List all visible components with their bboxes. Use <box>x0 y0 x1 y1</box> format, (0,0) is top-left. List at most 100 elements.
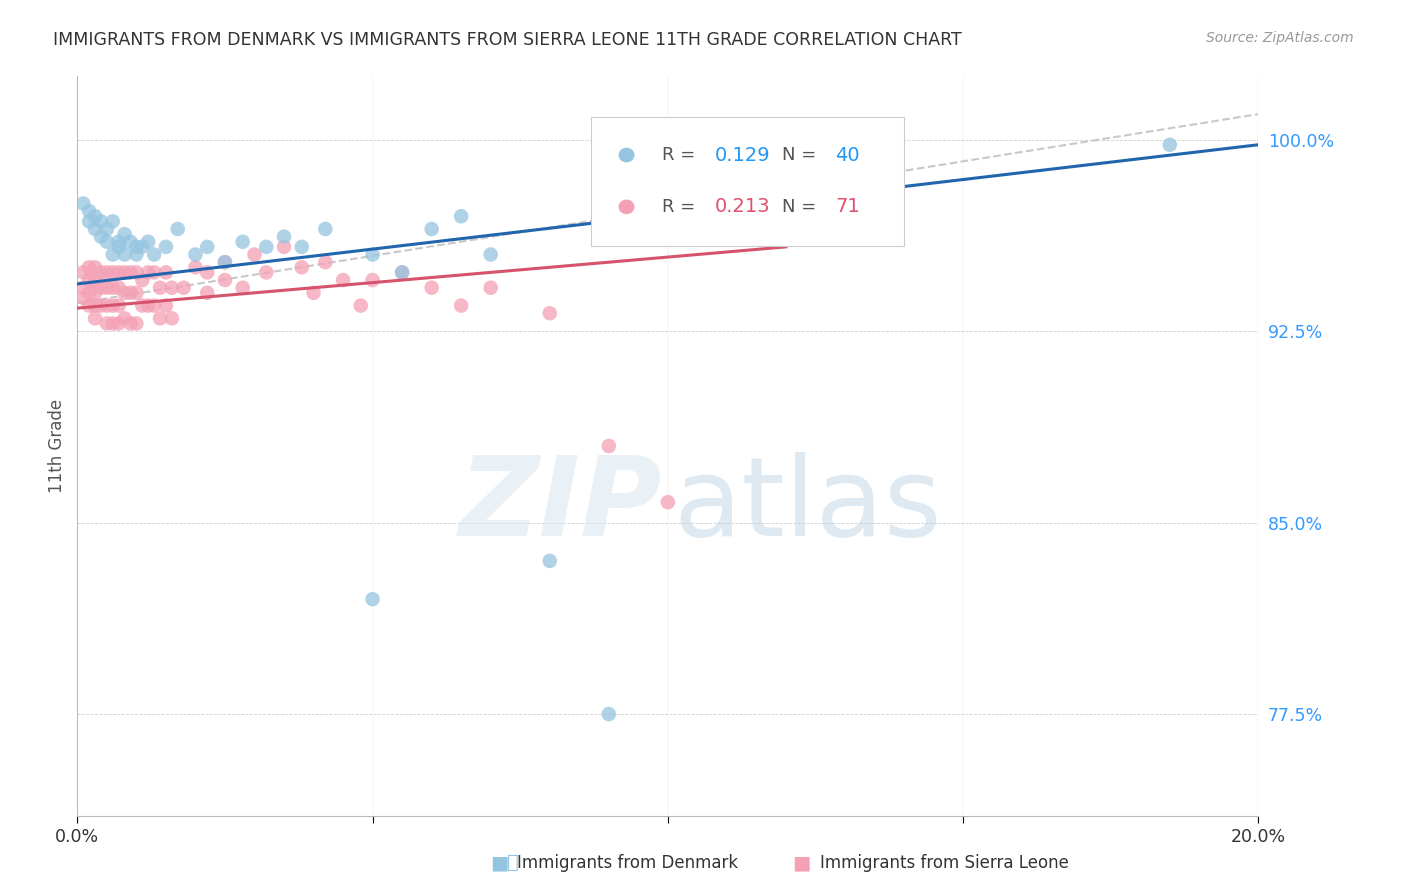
Point <box>1159 137 1181 152</box>
Point <box>160 311 183 326</box>
Point <box>77 214 100 228</box>
Point <box>450 299 472 313</box>
Point <box>391 265 413 279</box>
Point <box>120 235 142 249</box>
Point <box>114 247 136 261</box>
Point <box>155 240 177 254</box>
Point <box>90 265 112 279</box>
Text: ■: ■ <box>489 853 509 872</box>
Point <box>90 299 112 313</box>
Point <box>143 299 166 313</box>
Point <box>101 317 124 331</box>
Point <box>131 240 153 254</box>
Ellipse shape <box>619 200 634 214</box>
Point <box>391 265 413 279</box>
Point <box>77 285 100 300</box>
Y-axis label: 11th Grade: 11th Grade <box>48 399 66 493</box>
Point <box>479 281 502 295</box>
Point <box>90 281 112 295</box>
Point <box>450 209 472 223</box>
Text: N =: N = <box>782 146 823 164</box>
Text: Immigrants from Denmark: Immigrants from Denmark <box>517 854 738 871</box>
Point <box>232 235 254 249</box>
Point <box>420 281 443 295</box>
Point <box>598 439 620 453</box>
Point <box>149 311 172 326</box>
Point <box>273 240 295 254</box>
Point <box>350 299 373 313</box>
Text: 71: 71 <box>835 197 860 217</box>
Point <box>361 592 384 607</box>
Point <box>125 317 148 331</box>
Text: ■: ■ <box>792 853 811 872</box>
Text: N =: N = <box>782 198 823 216</box>
Text: ZIP: ZIP <box>458 451 662 558</box>
Point <box>84 285 107 300</box>
Point <box>214 273 236 287</box>
Point <box>77 260 100 275</box>
Point <box>598 707 620 722</box>
Text: ⬜: ⬜ <box>508 853 519 872</box>
Point <box>136 299 159 313</box>
Text: Immigrants from Sierra Leone: Immigrants from Sierra Leone <box>820 854 1069 871</box>
Point <box>96 299 118 313</box>
Point <box>114 265 136 279</box>
Point <box>125 285 148 300</box>
Point <box>332 273 354 287</box>
Point <box>291 240 314 254</box>
FancyBboxPatch shape <box>591 117 904 246</box>
Point <box>77 299 100 313</box>
Point <box>195 285 218 300</box>
Text: IMMIGRANTS FROM DENMARK VS IMMIGRANTS FROM SIERRA LEONE 11TH GRADE CORRELATION C: IMMIGRANTS FROM DENMARK VS IMMIGRANTS FR… <box>53 31 962 49</box>
Point <box>173 281 195 295</box>
Point <box>96 265 118 279</box>
Point <box>107 317 129 331</box>
Point <box>361 273 384 287</box>
Text: atlas: atlas <box>673 451 942 558</box>
Text: 0.129: 0.129 <box>716 145 770 164</box>
Point <box>195 265 218 279</box>
Point <box>232 281 254 295</box>
Point <box>214 255 236 269</box>
Point <box>101 281 124 295</box>
Point <box>120 317 142 331</box>
Point <box>72 196 94 211</box>
Point <box>101 214 124 228</box>
Point <box>184 260 207 275</box>
Point <box>243 247 266 261</box>
Point <box>254 240 277 254</box>
Point <box>96 281 118 295</box>
Point <box>84 299 107 313</box>
Point <box>84 222 107 236</box>
Point <box>479 247 502 261</box>
Point <box>291 260 314 275</box>
Point <box>84 273 107 287</box>
Point <box>657 495 679 509</box>
Point <box>114 227 136 241</box>
Text: 0.213: 0.213 <box>716 197 770 217</box>
Point <box>84 209 107 223</box>
Point <box>314 222 336 236</box>
Point <box>77 204 100 219</box>
Point <box>538 554 561 568</box>
Point <box>107 240 129 254</box>
Point <box>107 299 129 313</box>
Point <box>77 273 100 287</box>
Point <box>136 265 159 279</box>
Point <box>125 247 148 261</box>
Point <box>195 240 218 254</box>
Point <box>149 281 172 295</box>
Text: 40: 40 <box>835 145 860 164</box>
Text: R =: R = <box>662 146 702 164</box>
Point <box>96 235 118 249</box>
Point <box>72 265 94 279</box>
Point <box>273 229 295 244</box>
Point <box>120 285 142 300</box>
Point <box>107 265 129 279</box>
Point <box>84 260 107 275</box>
Point <box>143 265 166 279</box>
Point <box>254 265 277 279</box>
Point <box>361 247 384 261</box>
Point <box>160 281 183 295</box>
Point <box>101 265 124 279</box>
